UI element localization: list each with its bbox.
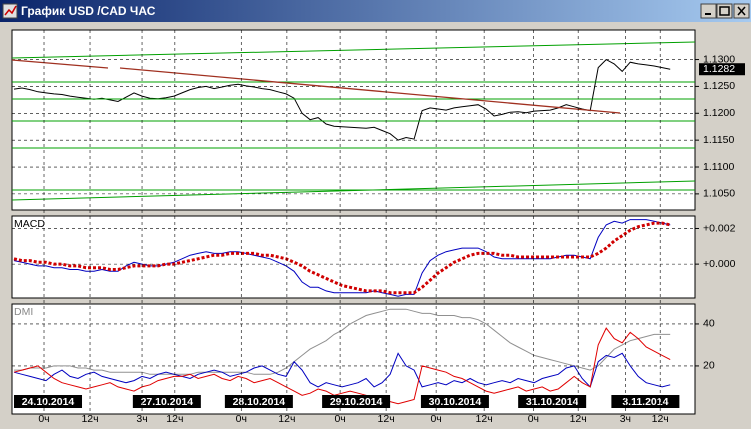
series-line [14,308,671,375]
x-minor-tick-label: 12ч [476,413,493,425]
x-date-box [518,395,587,408]
x-minor-tick-label: 3ч [620,413,631,425]
x-date-box [14,395,83,408]
x-date-box [132,395,201,408]
x-date-label: 28.10.2014 [233,396,286,408]
x-date-box [322,395,391,408]
x-minor-tick-label: 12ч [652,413,669,425]
x-date-label: 24.10.2014 [22,396,75,408]
y-tick-label: 1.1150 [703,134,734,146]
x-minor-tick-label: 12ч [378,413,395,425]
x-date-label: 27.10.2014 [141,396,194,408]
signal-line [13,221,671,295]
x-date-box [420,395,489,408]
close-button[interactable] [733,3,750,19]
panel [11,29,696,211]
x-minor-tick-label: 0ч [38,413,49,425]
y-tick-label: 1.1050 [703,188,735,200]
panel-title: DMI [14,306,33,318]
y-tick-label: +0.002 [703,222,736,234]
y-tick-label: 20 [703,360,715,372]
x-date-box [611,395,680,408]
x-minor-tick-label: 0ч [236,413,247,425]
x-date-box [224,395,293,408]
x-minor-tick-label: 0ч [334,413,345,425]
minimize-button[interactable] [700,3,717,19]
x-date-label: 31.10.2014 [526,396,579,408]
x-minor-tick-label: 0ч [430,413,441,425]
panels: 1.1300 1.1250 1.1200 1.1150 1.1100 1.1050 1.12… [11,29,745,425]
panel-title: MACD [14,218,45,230]
x-minor-tick-label: 12ч [278,413,295,425]
current-price-label: 1.1282 [703,63,735,75]
title-bar [0,0,751,22]
x-minor-tick-label: 0ч [528,413,539,425]
y-tick-label: 1.1250 [703,80,735,92]
trendline [119,67,621,114]
trendlines [11,30,696,414]
window-icon-glyph [4,5,17,16]
x-date-label: 30.10.2014 [429,396,482,408]
x-date-label: 3.11.2014 [622,396,668,408]
maximize-button[interactable] [716,3,733,19]
y-tick-label: 40 [703,318,715,330]
x-date-label: 29.10.2014 [330,396,383,408]
x-minor-tick-label: 12ч [570,413,587,425]
series-line [13,327,671,405]
y-tick-label: +0.000 [703,258,736,270]
y-tick-label: 1.1300 [703,53,735,65]
current-price-box [699,63,745,76]
x-minor-tick-label: 12ч [166,413,183,425]
series-line [13,352,671,388]
y-tick-label: 1.1100 [703,161,734,173]
x-minor-tick-label: 12ч [81,413,98,425]
x-minor-tick-label: 3ч [136,413,147,425]
trendline [11,59,109,69]
y-tick-label: 1.1200 [703,107,735,119]
window-title: График USD /CAD ЧАС [21,4,156,18]
trendline [11,41,696,59]
